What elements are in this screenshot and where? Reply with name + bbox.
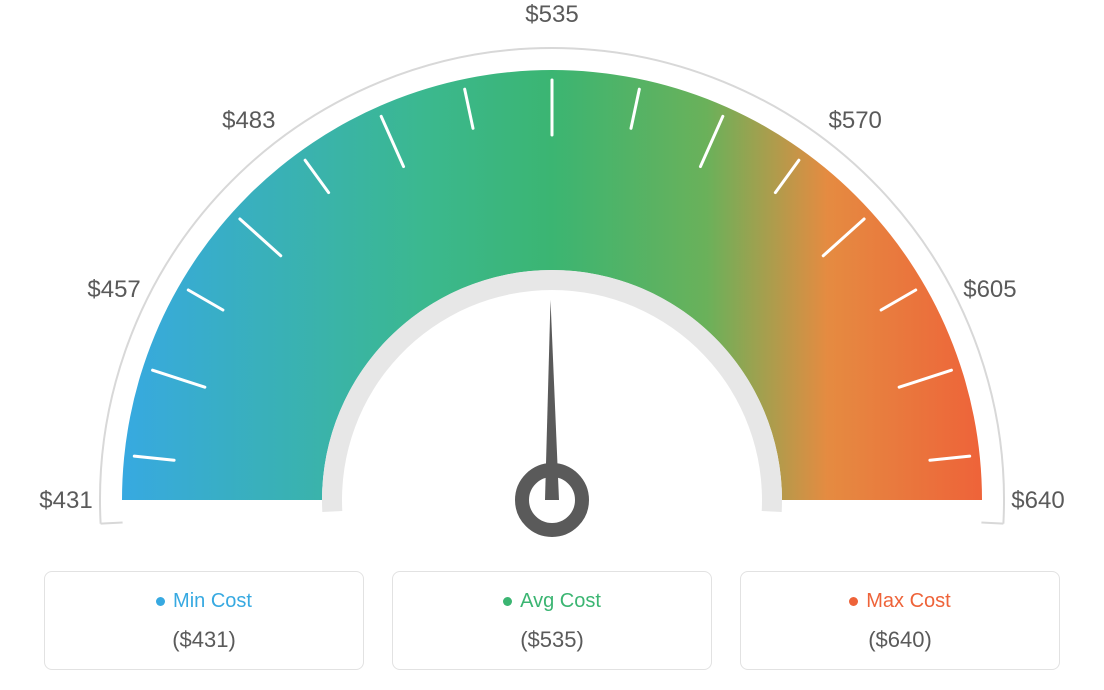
gauge-chart: $431 $457 $483 $535 $570 $605 $640 — [0, 0, 1104, 560]
legend-row: Min Cost ($431) Avg Cost ($535) Max Cost… — [0, 571, 1104, 670]
svg-text:$570: $570 — [829, 107, 882, 134]
legend-card-min: Min Cost ($431) — [44, 571, 364, 670]
svg-text:$457: $457 — [87, 276, 140, 303]
legend-title-max: Max Cost — [849, 590, 950, 613]
legend-avg-label: Avg Cost — [520, 590, 601, 613]
svg-text:$640: $640 — [1011, 487, 1064, 514]
legend-avg-value: ($535) — [403, 627, 701, 653]
svg-text:$605: $605 — [963, 276, 1016, 303]
legend-title-min: Min Cost — [156, 590, 252, 613]
gauge-container: $431 $457 $483 $535 $570 $605 $640 — [0, 0, 1104, 560]
legend-min-label: Min Cost — [173, 590, 252, 613]
svg-text:$483: $483 — [222, 107, 275, 134]
svg-text:$535: $535 — [525, 1, 578, 28]
dot-icon — [503, 597, 512, 606]
dot-icon — [156, 597, 165, 606]
legend-card-max: Max Cost ($640) — [740, 571, 1060, 670]
dot-icon — [849, 597, 858, 606]
legend-min-value: ($431) — [55, 627, 353, 653]
legend-max-label: Max Cost — [866, 590, 950, 613]
legend-title-avg: Avg Cost — [503, 590, 601, 613]
legend-card-avg: Avg Cost ($535) — [392, 571, 712, 670]
legend-max-value: ($640) — [751, 627, 1049, 653]
svg-text:$431: $431 — [39, 487, 92, 514]
